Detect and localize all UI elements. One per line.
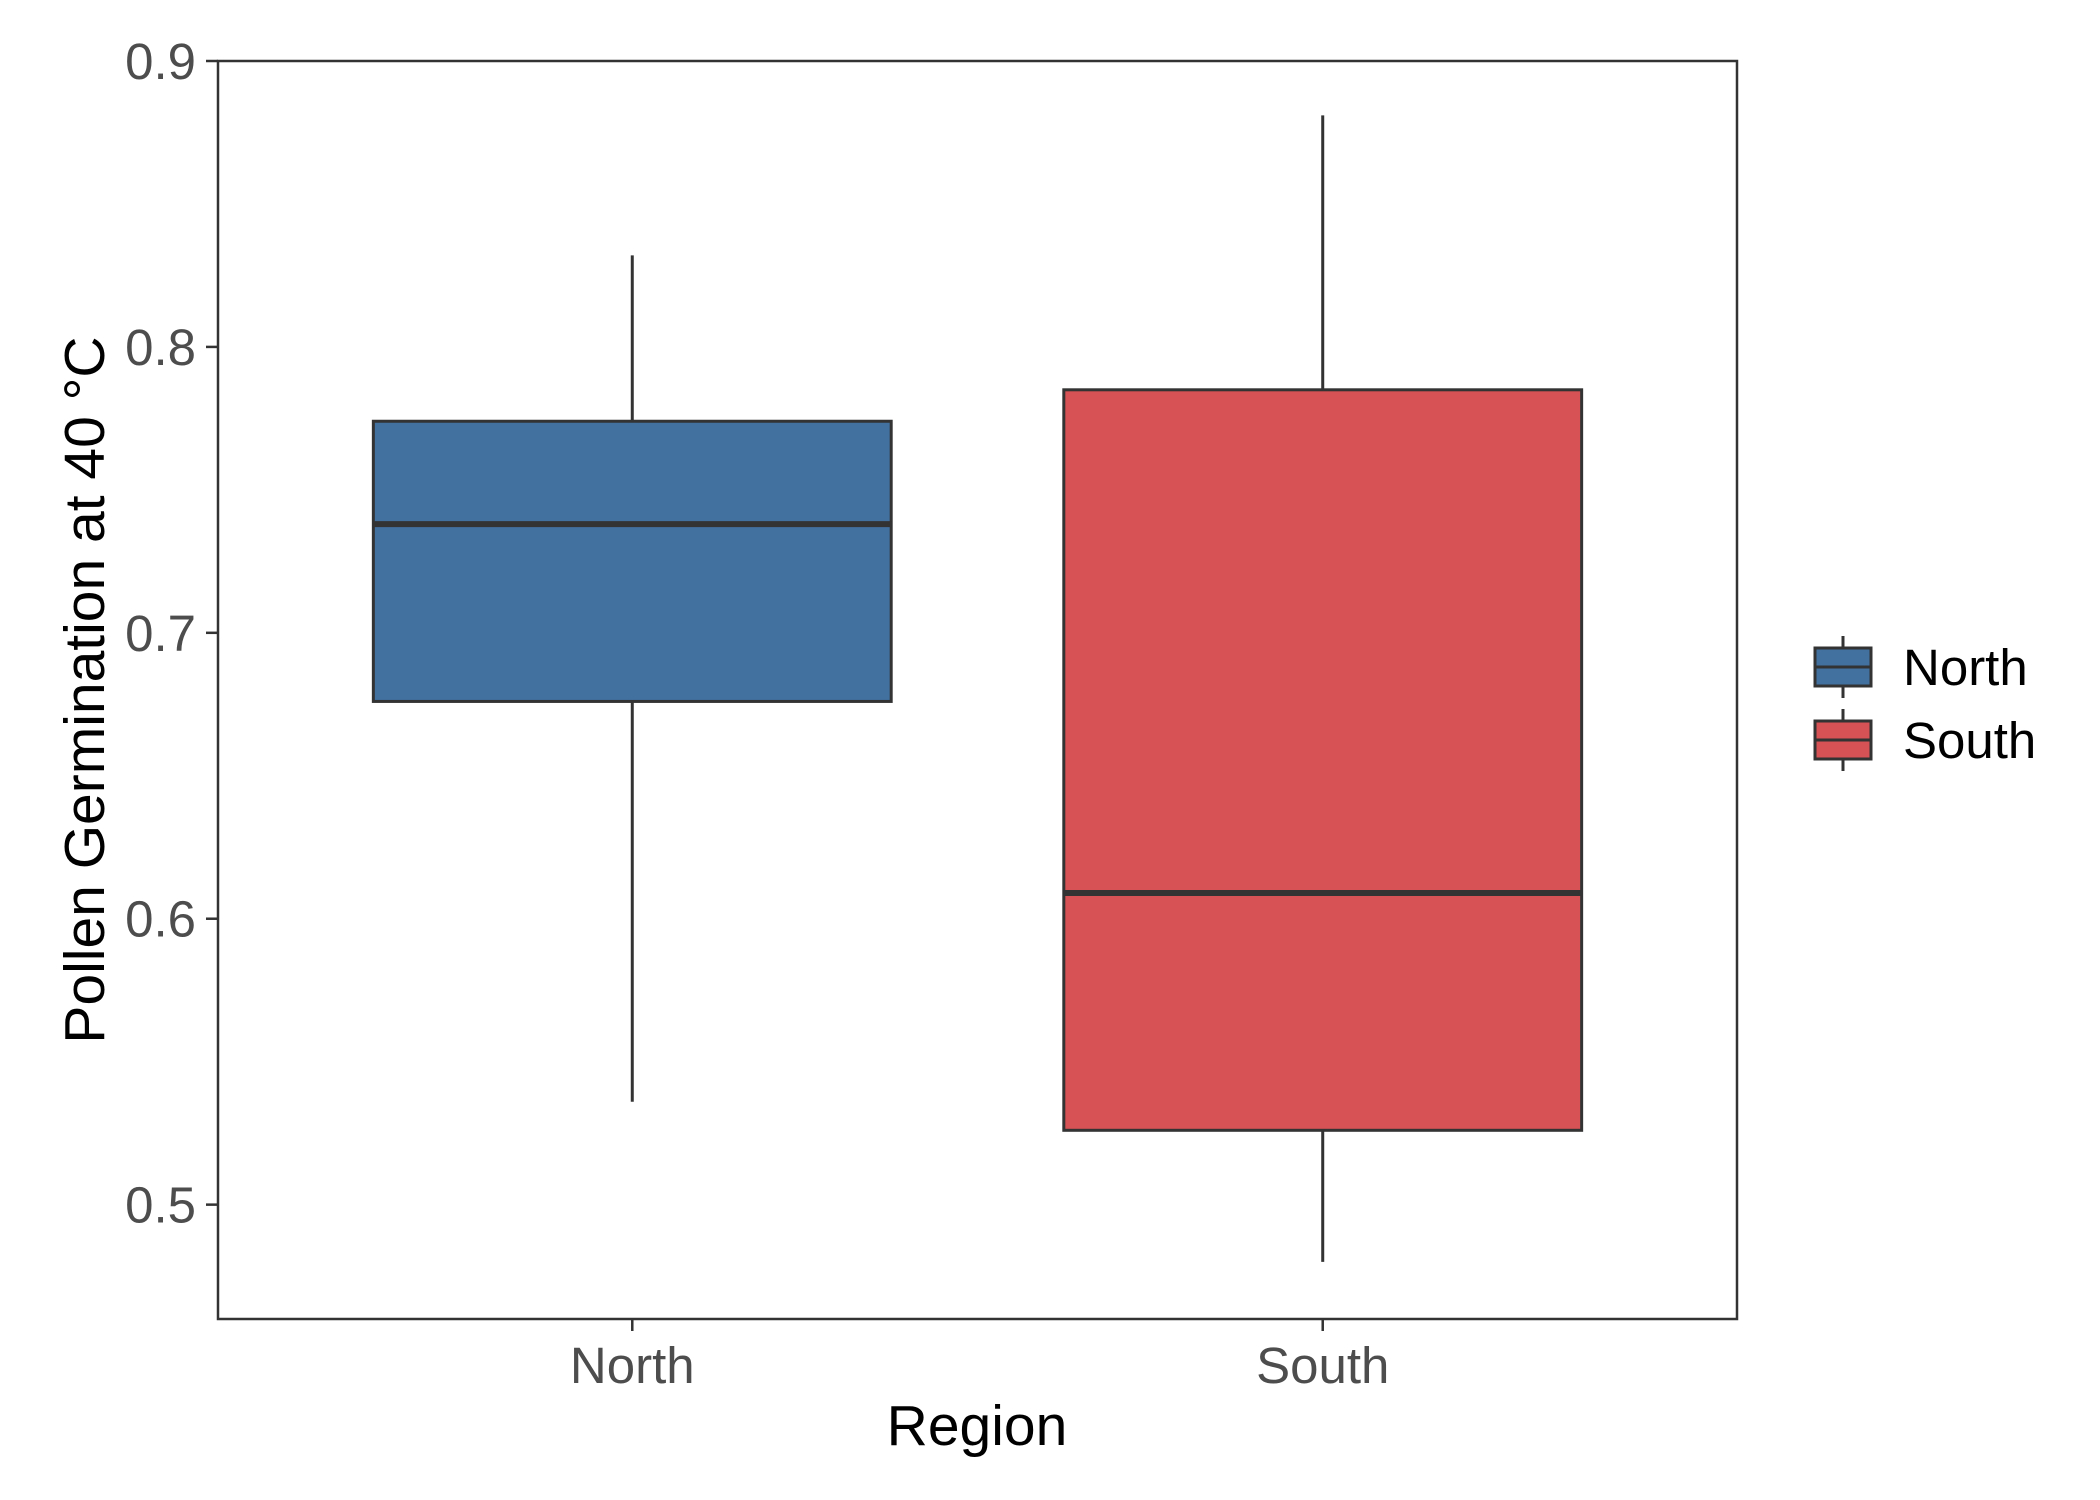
y-axis: 0.5 0.6 0.7 0.8 0.9	[125, 33, 218, 1234]
boxes	[371, 115, 1584, 1262]
legend-entry-north: North	[1813, 636, 2028, 698]
legend: North South	[1813, 636, 2036, 771]
x-tick-label: North	[570, 1337, 695, 1394]
y-tick-label: 0.6	[125, 891, 196, 948]
legend-label: South	[1903, 712, 2036, 769]
y-tick-label: 0.9	[125, 33, 196, 90]
y-tick-label: 0.5	[125, 1177, 196, 1234]
box-south	[1062, 115, 1584, 1262]
legend-entry-south: South	[1813, 709, 2036, 771]
y-tick-label: 0.8	[125, 319, 196, 376]
y-axis-title: Pollen Germination at 40 °C	[53, 336, 117, 1043]
iqr-box	[371, 419, 893, 703]
x-tick-label: South	[1256, 1337, 1389, 1394]
x-axis-title: Region	[887, 1394, 1068, 1458]
y-tick-label: 0.7	[125, 605, 196, 662]
legend-label: North	[1903, 639, 2028, 696]
box-north	[371, 255, 893, 1102]
x-axis: North South	[570, 1319, 1389, 1394]
iqr-box	[1062, 388, 1584, 1132]
